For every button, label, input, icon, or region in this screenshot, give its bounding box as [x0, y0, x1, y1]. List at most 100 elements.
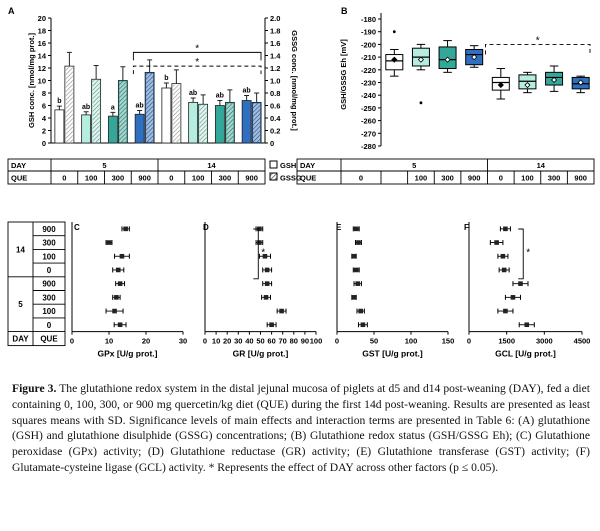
data-point [503, 308, 508, 314]
y-tick-label-left: 10 [38, 77, 46, 86]
data-point [518, 281, 523, 286]
y-tick-label-left: 16 [38, 39, 46, 48]
panel-label-a: A [8, 6, 15, 16]
table-que-value: 100 [192, 174, 205, 183]
figure-caption: Figure 3. The glutathione redox system i… [12, 381, 590, 476]
table-que-value: 0 [62, 174, 66, 183]
box-mean-marker [550, 76, 558, 84]
x-tick-label: 4500 [574, 337, 591, 346]
y-axis-title: GSH/GSSG Eh [mV] [339, 39, 348, 110]
y-tick-label-right: 0 [270, 139, 274, 148]
box-mean-marker [524, 81, 531, 89]
day-que-table [7, 158, 266, 185]
data-point [269, 322, 274, 328]
box-mean-marker [391, 56, 398, 63]
x-axis-title: GST [U/g prot.] [362, 349, 423, 359]
data-point [494, 240, 499, 245]
bar-gsh [241, 100, 252, 144]
data-point [106, 240, 112, 245]
row-que-label: 100 [42, 307, 56, 316]
significance-bracket-dashed [132, 65, 262, 75]
x-tick-label: 10 [105, 337, 113, 346]
significance-bracket [253, 228, 259, 280]
row-que-label: 300 [42, 293, 56, 302]
box-outlier [392, 30, 396, 34]
x-tick-label: 60 [267, 337, 275, 346]
row-que-label: 900 [42, 225, 56, 234]
box-mean-marker [417, 56, 425, 63]
table-que-value: 100 [521, 174, 534, 183]
table-day-value: 14 [537, 161, 546, 170]
x-tick-label: 80 [290, 337, 298, 346]
y-tick-label: -260 [361, 117, 376, 126]
caption-text: The glutathione redox system in the dist… [12, 382, 590, 474]
legend-gssg-label: GSSG [280, 174, 302, 183]
row-day-label: 5 [18, 300, 23, 309]
data-point [115, 267, 121, 273]
data-point [510, 295, 516, 300]
y-tick-label-right: 1.6 [270, 39, 280, 48]
x-axis-title: GCL [U/g prot.] [495, 349, 556, 359]
table-que-value: 300 [112, 174, 125, 183]
row-que-label: 0 [47, 266, 52, 275]
significance-star: * [195, 57, 199, 68]
row-que-label: 900 [42, 280, 56, 289]
x-tick-label: 30 [179, 337, 187, 346]
x-tick-label: 50 [370, 337, 378, 346]
x-tick-label: 0 [335, 337, 339, 346]
data-point [351, 253, 357, 259]
data-point [123, 226, 128, 232]
y-tick-label-left: 20 [38, 14, 46, 23]
row-que-header: QUE [40, 335, 58, 344]
row-que-label: 0 [47, 321, 52, 330]
legend-gsh-swatch [269, 160, 278, 169]
y-tick-label-right: 2.0 [270, 14, 280, 23]
x-tick-label: 90 [301, 337, 309, 346]
panel-label: F [464, 223, 469, 232]
bar-gssg-hatch [65, 67, 73, 142]
x-tick-label: 1500 [498, 337, 515, 346]
table-que-value: 300 [441, 174, 454, 183]
y-tick-label: -280 [361, 142, 376, 151]
y-tick-label-right: 1.8 [270, 27, 280, 36]
table-day-value: 5 [412, 161, 416, 170]
x-axis-title: GR [U/g prot.] [233, 349, 289, 359]
y-axis-title-left: GSH conc. [nmol/mg prot.] [27, 32, 36, 128]
bar-gssg-hatch [146, 73, 154, 142]
panel-label: C [74, 223, 80, 232]
bar-gssg-hatch [199, 105, 207, 142]
significance-letter: a [111, 104, 115, 111]
y-tick-label: -210 [361, 53, 376, 62]
data-point [355, 281, 361, 286]
bar-gssg-hatch [92, 80, 100, 142]
data-point [112, 308, 117, 314]
x-tick-label: 40 [245, 337, 253, 346]
table-que-value: 900 [138, 174, 151, 183]
box-mean-marker [577, 79, 584, 86]
data-point [358, 308, 363, 314]
table-que-value: 300 [219, 174, 232, 183]
x-tick-label: 150 [442, 337, 455, 346]
day-que-table [296, 158, 595, 185]
significance-star: * [526, 247, 530, 258]
significance-bracket-solid [132, 51, 262, 61]
row-que-label: 100 [42, 252, 56, 261]
data-point [263, 295, 269, 300]
table-que-value: 0 [169, 174, 173, 183]
x-tick-label: 50 [256, 337, 264, 346]
box-mean-marker [444, 56, 451, 63]
data-point [114, 295, 119, 300]
box-mean-marker [471, 54, 478, 61]
panel-label: E [336, 223, 342, 232]
y-tick-label-left: 6 [42, 102, 46, 111]
legend-gssg-swatch [269, 172, 278, 181]
bar-gsh [161, 87, 172, 144]
table-day-header: DAY [300, 161, 315, 170]
x-tick-label: 20 [223, 337, 231, 346]
y-tick-label: -180 [361, 15, 376, 24]
y-tick-label-right: 1.2 [270, 64, 280, 73]
data-point [353, 267, 359, 273]
significance-letter: b [164, 75, 168, 82]
row-que-label: 300 [42, 239, 56, 248]
box-mean-marker [497, 81, 504, 89]
